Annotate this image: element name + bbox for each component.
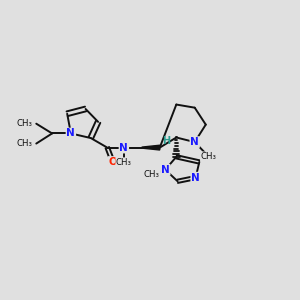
Text: N: N [191, 172, 200, 183]
Text: CH₃: CH₃ [17, 119, 33, 128]
Text: N: N [161, 165, 170, 175]
Text: N: N [67, 128, 75, 138]
Text: CH₃: CH₃ [116, 158, 132, 167]
Text: CH₃: CH₃ [200, 152, 217, 161]
Text: N: N [190, 137, 199, 147]
Polygon shape [142, 145, 160, 150]
Text: CH₃: CH₃ [144, 170, 160, 179]
Text: H: H [163, 136, 171, 146]
Text: N: N [119, 142, 128, 153]
Text: CH₃: CH₃ [17, 140, 33, 148]
Text: O: O [109, 157, 117, 167]
